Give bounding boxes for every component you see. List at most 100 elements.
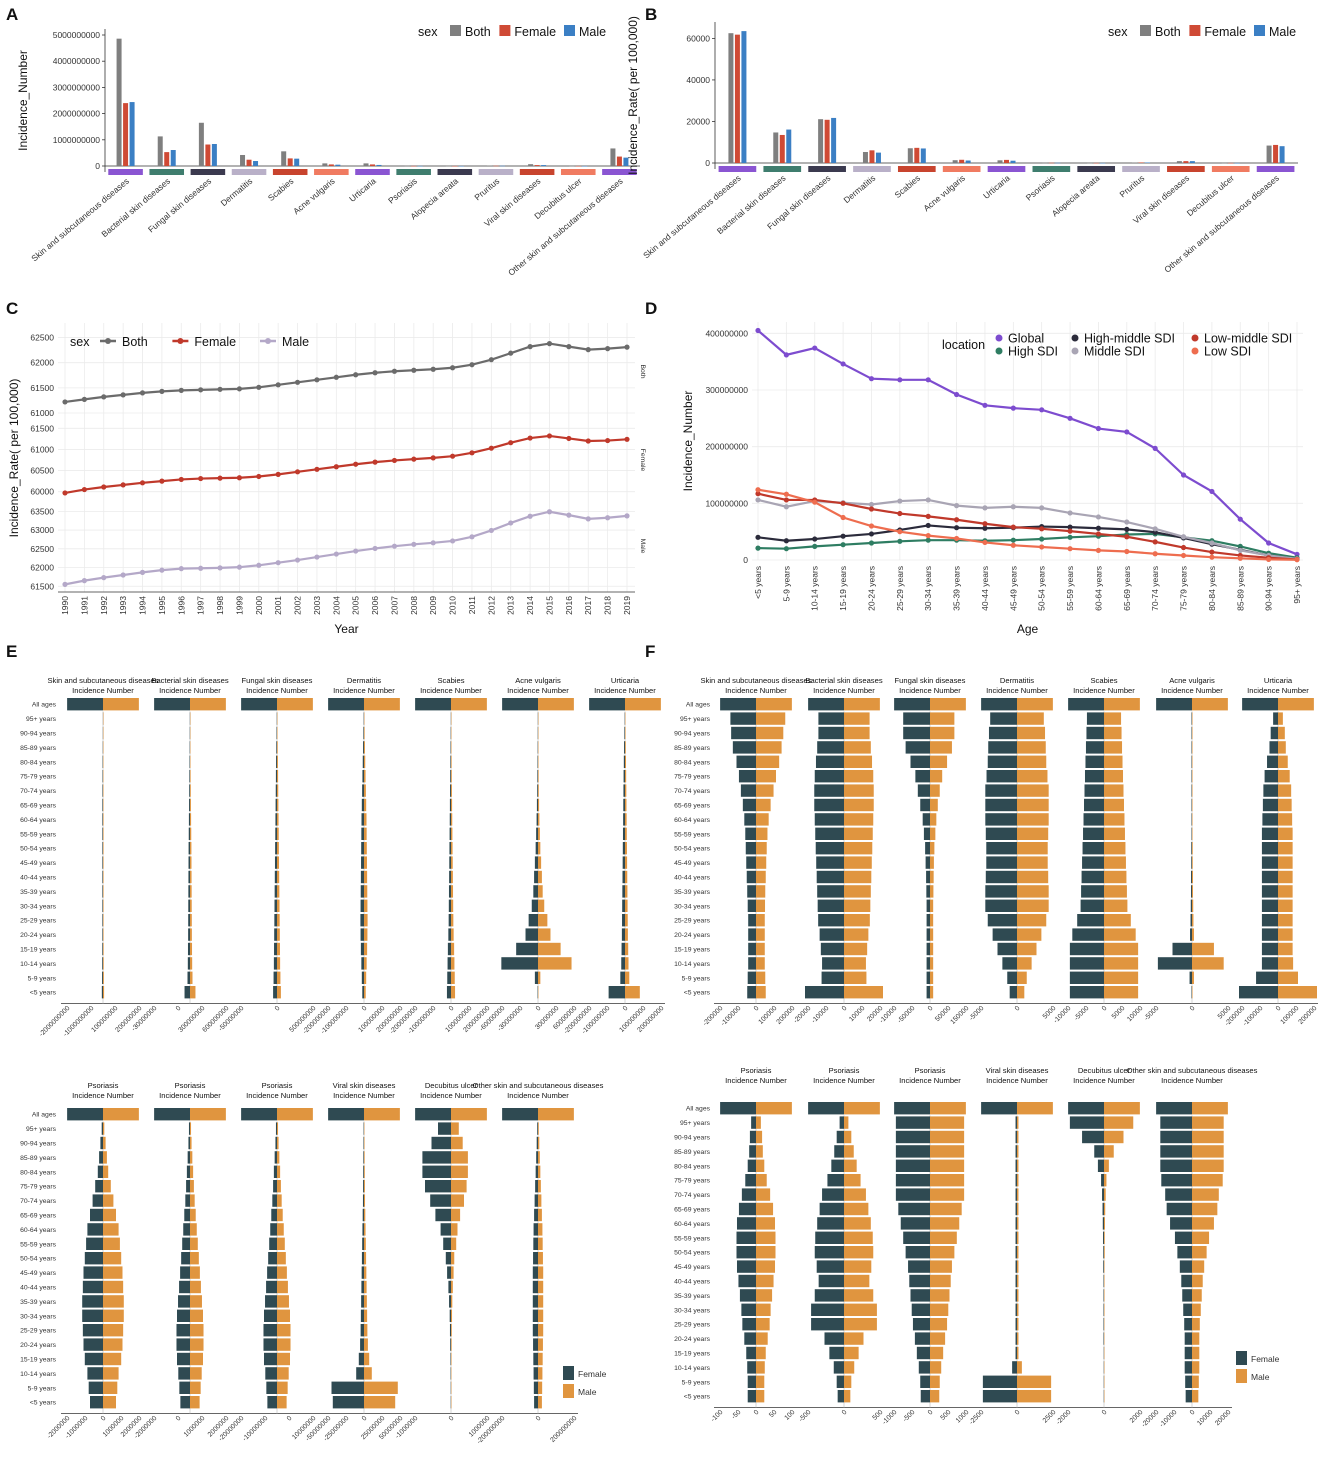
bar-male [1104,971,1139,984]
bar-female [815,1231,844,1244]
bar-female [1270,726,1278,740]
row-label: 80-84 years [20,1169,56,1176]
bar-female [362,770,364,783]
row-label: 80-84 years [674,759,710,766]
bar-male [1104,1217,1105,1230]
data-point [1039,407,1045,413]
bar-male [844,813,874,826]
row-label: 5-9 years [28,975,57,982]
data-point [783,546,789,552]
bar-male [103,1280,124,1294]
bar-male [364,1295,367,1308]
bar-female [622,827,625,840]
bar-female [534,1396,538,1409]
data-point [1095,525,1102,531]
bar-male [1104,827,1125,840]
x-tick-label: 1990 [60,596,70,615]
bar-male [103,957,104,970]
bar-male [756,798,771,812]
bar-female [621,957,625,970]
bar-male [1017,1361,1022,1374]
data-point [1010,405,1016,411]
bar-female [264,1352,277,1366]
row-label: 25-29 years [674,918,710,925]
bar-male [190,798,191,812]
bar-female [1160,1116,1192,1129]
data-point [508,520,514,526]
bar-female [915,770,930,783]
bar-male [170,150,176,166]
bar-female [360,1338,364,1351]
bar-male [930,1361,942,1374]
bar-female [1189,971,1192,984]
data-point [546,509,553,515]
bar-male [451,1352,452,1366]
data-point [391,457,398,464]
bar-female [360,1324,364,1337]
bar-female [361,813,364,826]
bar-male [277,1338,291,1351]
subplot-subtitle: Incidence Number [813,686,875,695]
y-tick-label: 61500 [30,423,54,433]
bar-male [1104,842,1126,855]
y-tick-label: 61000 [30,408,54,418]
data-point [868,531,875,537]
bar-male [1192,856,1193,869]
bar-male [1017,1318,1019,1331]
bar-male [844,1102,880,1115]
row-label: 15-19 years [674,1351,710,1358]
bar-female [501,957,538,970]
subplot-subtitle: Incidence Number [899,1076,961,1085]
data-point [333,551,339,557]
y-tick-label: 61500 [30,383,54,393]
bar-male [756,1289,773,1302]
bar-male [1017,1130,1019,1144]
bar-male [1104,1202,1106,1216]
bar-male [538,885,543,898]
y-tick-label: 63500 [30,506,54,516]
subplot-subtitle: Incidence Number [813,1076,875,1085]
bar-female [102,856,103,869]
x-tick-label: 0 [361,1415,369,1423]
bar-female [817,741,844,754]
data-point [1067,546,1073,552]
bar-female [275,813,277,826]
x-tick-label: 2002 [293,596,303,615]
bar-female [102,870,103,884]
bar-male [1278,914,1293,927]
bar-male [538,1309,544,1322]
y-axis-title: Incidence_Rate( per 100,000) [7,379,21,538]
data-point [314,554,320,560]
bar-female [82,1295,103,1308]
bar-female [82,1324,103,1337]
x-tick-label: 100000 [757,1005,778,1026]
bar-female [102,957,103,970]
category-strip [272,169,308,175]
bar-male [844,1274,870,1288]
bar-female [736,1246,756,1259]
x-tick-label: Scabies [892,173,922,200]
series-line [757,488,1298,561]
x-tick-label: 10000 [848,1005,866,1023]
bar-male [844,1130,852,1144]
data-point [1180,544,1187,551]
bar-male [451,842,453,855]
data-point [62,581,68,587]
bar-male [1017,1246,1019,1259]
y-axis-title: Incidence_Number [16,50,30,151]
row-label: <5 years [30,990,57,997]
bar-male [756,928,765,941]
bar-female [926,986,930,999]
bar-male [1278,928,1293,941]
bar-female [923,827,930,840]
bar-female [747,1159,756,1172]
x-tick-label: 1000000 [183,1415,207,1439]
bar-male [844,842,873,855]
x-tick-label: 2016 [564,596,574,615]
bar-female [181,1252,190,1265]
bar-male [930,741,952,754]
bar-male [1104,755,1123,768]
legend-label-female: Female [578,1369,607,1379]
bar-female [102,842,103,855]
category-strip [560,169,596,175]
